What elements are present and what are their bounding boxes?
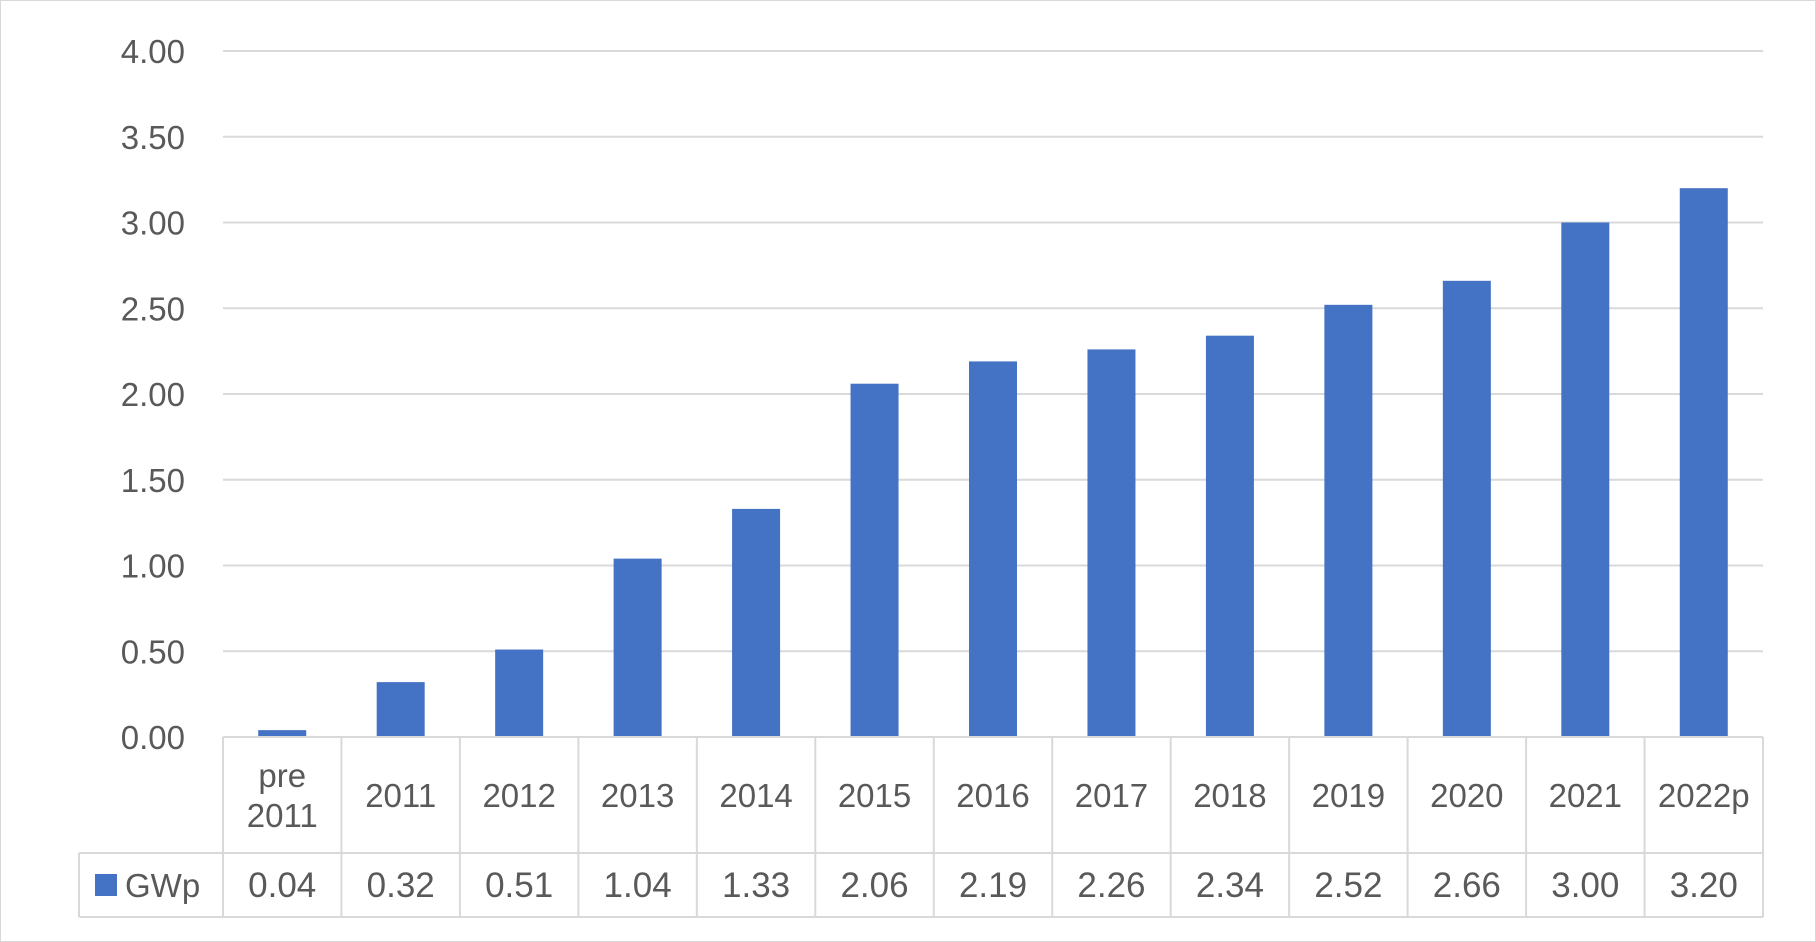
data-value-label: 3.20	[1670, 866, 1738, 905]
data-value-label: 2.52	[1314, 866, 1382, 905]
data-value-label: 3.00	[1551, 866, 1619, 905]
data-value-label: 2.34	[1196, 866, 1264, 905]
data-table: pre 2011 2011 2012 2013 2014 2015 2016 2017 2018 2…	[78, 736, 1764, 918]
y-axis-ticks: 0.00 0.50 1.00 1.50 2.00 2.50 3.00 3.50 4.00	[121, 33, 185, 756]
category-label: 2016	[956, 777, 1029, 814]
bars	[258, 188, 1728, 737]
y-tick-label: 2.50	[121, 290, 185, 327]
bar	[1324, 304, 1373, 737]
bar	[258, 730, 307, 737]
category-label: 2021	[1549, 777, 1622, 814]
y-tick-label: 2.00	[121, 376, 185, 413]
bar	[969, 361, 1017, 737]
data-value-label: 1.33	[722, 866, 790, 905]
data-value-label: 2.66	[1433, 866, 1501, 905]
data-value-label: 0.04	[248, 866, 316, 905]
category-label: 2019	[1312, 777, 1385, 814]
bar	[495, 649, 544, 737]
bar	[732, 508, 781, 737]
data-value-label: 2.19	[959, 866, 1027, 905]
category-label: 2015	[838, 777, 911, 814]
bar	[1561, 222, 1610, 737]
category-label: 2013	[601, 777, 674, 814]
bar	[376, 682, 425, 737]
category-label: pre 2011	[247, 757, 318, 834]
legend-key	[95, 874, 117, 896]
bar	[613, 558, 662, 737]
y-tick-label: 3.50	[121, 119, 185, 156]
category-label: 2014	[719, 777, 792, 814]
bar	[1679, 188, 1728, 737]
y-tick-label: 4.00	[121, 33, 185, 70]
y-tick-label: 1.00	[121, 548, 185, 585]
data-value-label: 2.26	[1077, 866, 1145, 905]
legend-label: GWp	[125, 867, 200, 904]
y-tick-label: 0.00	[121, 719, 185, 756]
bar	[850, 383, 899, 737]
bar	[1087, 349, 1136, 737]
bar	[1205, 335, 1254, 737]
category-label: 2011	[365, 777, 436, 814]
category-label: 2022p	[1658, 777, 1750, 814]
bar	[1442, 280, 1491, 737]
category-label: 2012	[482, 777, 555, 814]
y-tick-label: 3.00	[121, 205, 185, 242]
data-value-label: 1.04	[604, 866, 672, 905]
category-label: 2018	[1193, 777, 1266, 814]
category-label: 2020	[1430, 777, 1503, 814]
y-tick-label: 1.50	[121, 462, 185, 499]
data-value-label: 0.51	[485, 866, 553, 905]
data-value-label: 2.06	[840, 866, 908, 905]
y-tick-label: 0.50	[121, 633, 185, 670]
data-value-label: 0.32	[367, 866, 435, 905]
category-label: 2017	[1075, 777, 1148, 814]
